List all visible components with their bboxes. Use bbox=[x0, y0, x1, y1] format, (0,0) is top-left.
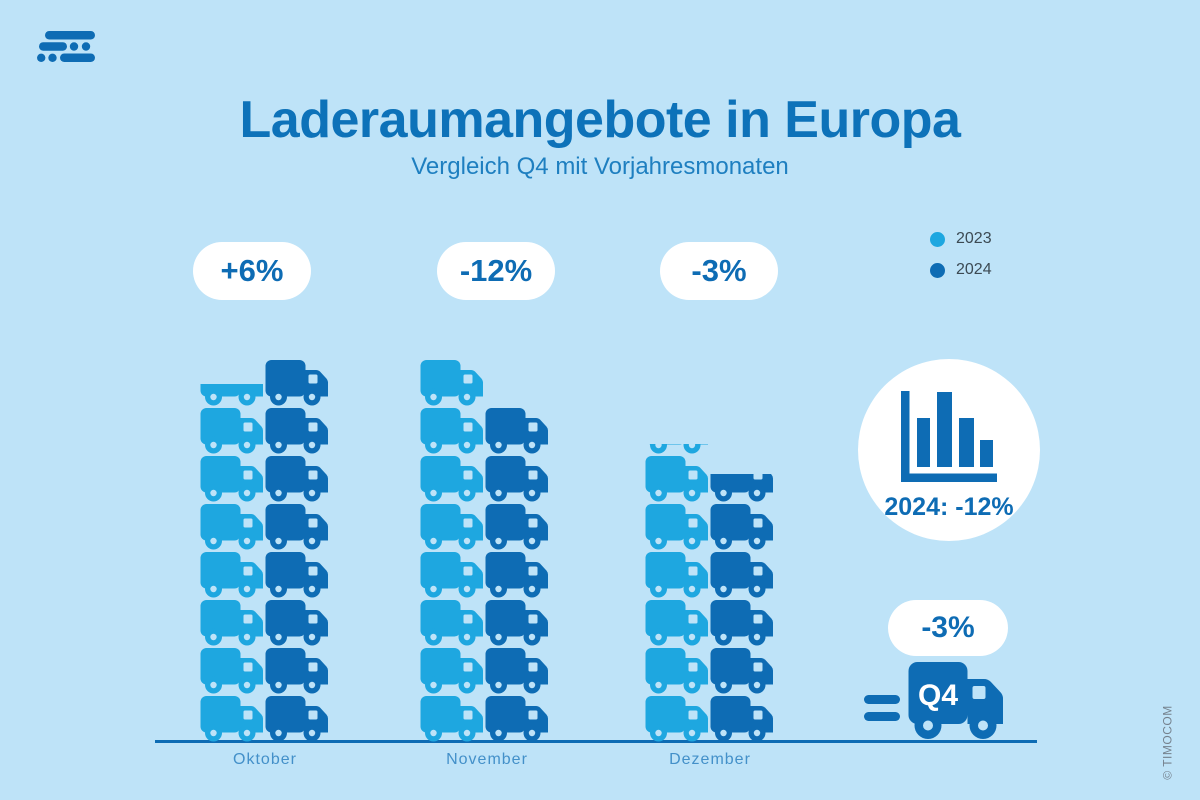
partial-truck-icon bbox=[645, 444, 709, 454]
truck-icon bbox=[200, 456, 263, 502]
truck-icon bbox=[265, 600, 328, 646]
legend-item-2023: 2023 bbox=[930, 227, 992, 251]
truck-icon bbox=[420, 552, 483, 598]
chart-baseline bbox=[155, 740, 1037, 743]
truck-column-dezember-2023 bbox=[645, 444, 709, 742]
truck-icon bbox=[200, 600, 263, 646]
legend-label-2024: 2024 bbox=[956, 261, 992, 278]
truck-column-november-2023 bbox=[420, 358, 484, 742]
partial-truck-icon bbox=[710, 474, 774, 502]
truck-icon bbox=[645, 696, 708, 742]
truck-icon bbox=[710, 696, 773, 742]
truck-icon bbox=[420, 648, 483, 694]
equals-icon bbox=[864, 694, 900, 727]
page-subtitle: Vergleich Q4 mit Vorjahresmonaten bbox=[411, 153, 789, 180]
q4-truck-icon: Q4 bbox=[908, 662, 1004, 745]
q4-change-badge: -3% bbox=[888, 600, 1008, 656]
summary-circle: 2024: -12% bbox=[858, 359, 1040, 541]
truck-icon bbox=[649, 444, 708, 454]
month-label-november: November bbox=[446, 751, 528, 768]
truck-icon bbox=[710, 600, 773, 646]
truck-icon bbox=[265, 360, 328, 406]
truck-column-dezember-2024 bbox=[710, 474, 774, 742]
truck-icon bbox=[485, 696, 548, 742]
truck-icon bbox=[420, 600, 483, 646]
summary-value-label: 2024: -12% bbox=[884, 493, 1014, 521]
truck-icon bbox=[485, 504, 548, 550]
truck-icon bbox=[200, 408, 263, 454]
truck-icon bbox=[265, 504, 328, 550]
truck-icon bbox=[265, 552, 328, 598]
truck-icon bbox=[645, 504, 708, 550]
truck-icon bbox=[420, 360, 483, 406]
partial-truck-icon bbox=[200, 384, 264, 406]
change-badge-oktober: +6% bbox=[193, 242, 311, 300]
truck-icon bbox=[265, 696, 328, 742]
month-label-oktober: Oktober bbox=[233, 751, 297, 768]
legend: 2023 2024 bbox=[930, 227, 992, 289]
truck-column-oktober-2023 bbox=[200, 384, 264, 742]
truck-icon bbox=[200, 504, 263, 550]
truck-icon bbox=[710, 474, 773, 502]
timocom-logo bbox=[37, 31, 95, 67]
truck-icon bbox=[200, 384, 263, 406]
truck-icon bbox=[420, 408, 483, 454]
truck-column-november-2024 bbox=[485, 406, 549, 742]
truck-icon bbox=[645, 600, 708, 646]
truck-icon bbox=[265, 456, 328, 502]
truck-icon bbox=[485, 648, 548, 694]
truck-icon bbox=[265, 408, 328, 454]
change-badge-dezember: -3% bbox=[660, 242, 778, 300]
truck-icon bbox=[485, 600, 548, 646]
truck-icon bbox=[420, 456, 483, 502]
month-label-dezember: Dezember bbox=[669, 751, 751, 768]
truck-icon bbox=[485, 408, 548, 454]
truck-icon bbox=[265, 648, 328, 694]
truck-icon bbox=[200, 552, 263, 598]
q4-truck-label: Q4 bbox=[918, 679, 958, 712]
truck-icon bbox=[710, 648, 773, 694]
legend-dot-2023-icon bbox=[930, 231, 945, 247]
truck-icon bbox=[485, 456, 548, 502]
change-badge-november: -12% bbox=[437, 242, 555, 300]
legend-item-2024: 2024 bbox=[930, 258, 992, 282]
page-title: Laderaumangebote in Europa bbox=[239, 91, 961, 149]
truck-icon bbox=[645, 552, 708, 598]
legend-label-2023: 2023 bbox=[956, 230, 992, 247]
copyright-text: © TIMOCOM bbox=[1160, 705, 1175, 780]
truck-icon bbox=[710, 552, 773, 598]
truck-icon bbox=[645, 456, 708, 502]
legend-dot-2024-icon bbox=[930, 262, 945, 278]
truck-icon bbox=[645, 648, 708, 694]
truck-icon bbox=[420, 696, 483, 742]
bar-chart-icon bbox=[901, 391, 997, 487]
truck-icon bbox=[200, 696, 263, 742]
truck-icon bbox=[710, 504, 773, 550]
truck-icon bbox=[420, 504, 483, 550]
truck-icon bbox=[200, 648, 263, 694]
truck-column-oktober-2024 bbox=[265, 358, 329, 742]
truck-icon bbox=[485, 552, 548, 598]
